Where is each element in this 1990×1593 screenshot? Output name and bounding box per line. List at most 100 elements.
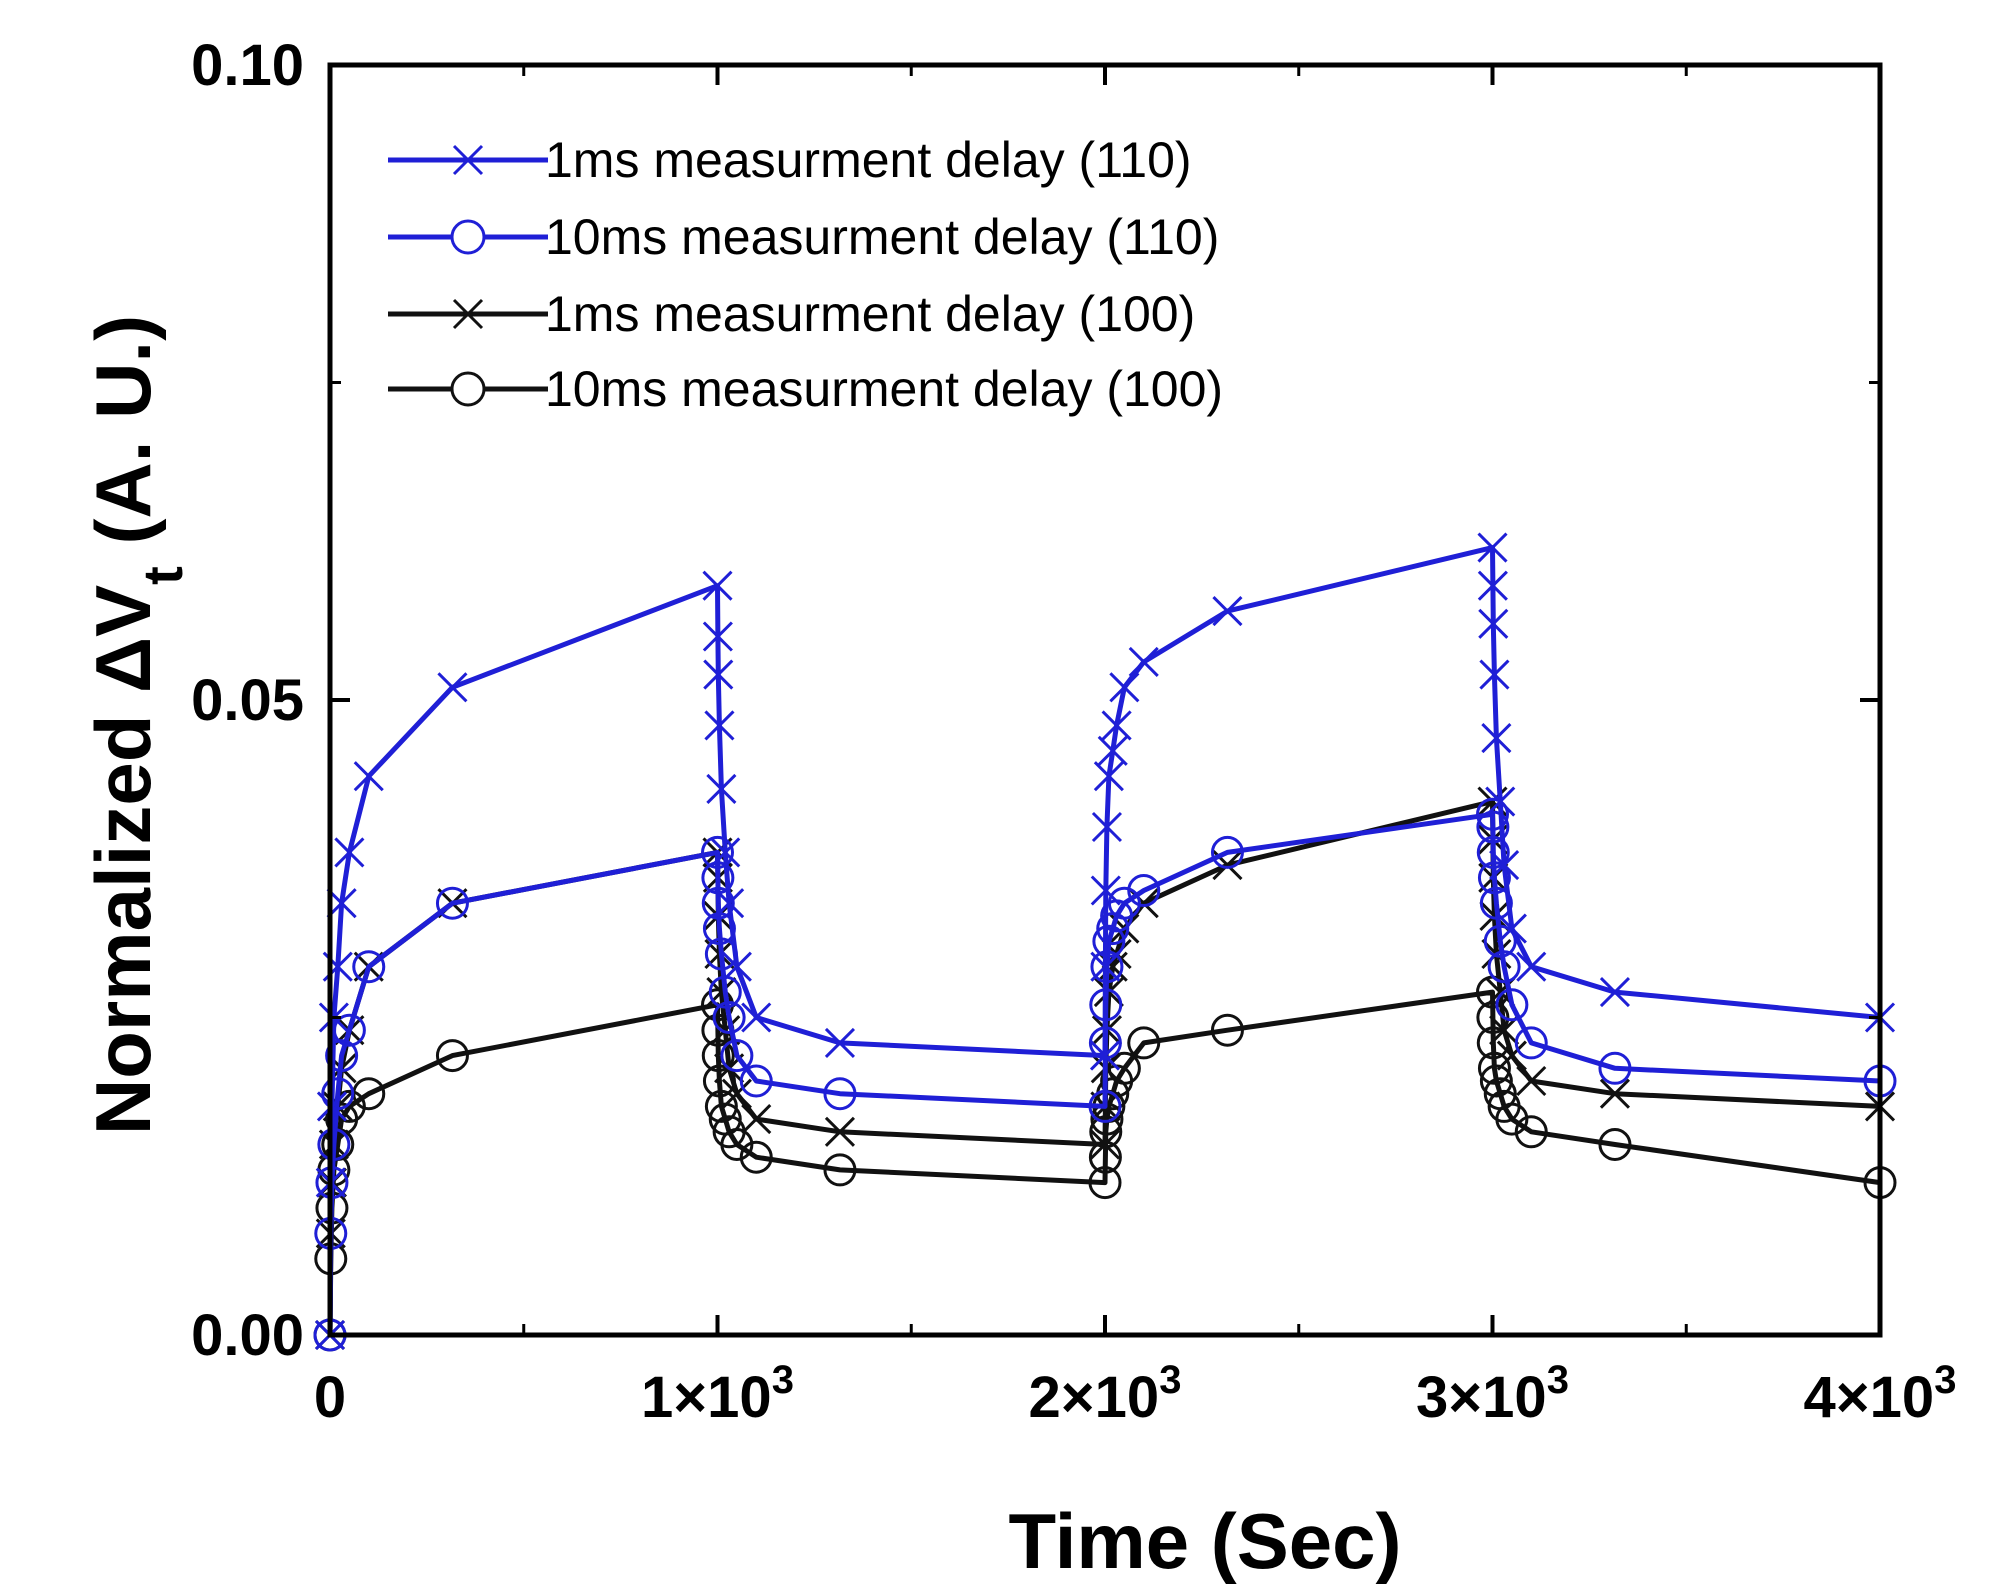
legend: 1ms measurment delay (110) 10ms measurmen… — [388, 132, 1223, 417]
x-tick-label-base: 4×10 — [1804, 1365, 1935, 1430]
data-point — [1212, 596, 1243, 627]
data-point — [710, 837, 741, 868]
data-point — [1127, 874, 1161, 907]
x-tick-label-base: 3×10 — [1416, 1365, 1547, 1430]
series-line — [327, 989, 1881, 1336]
data-point — [704, 1089, 738, 1123]
marker-stroke — [1481, 723, 1512, 754]
legend-label: 10ms measurment delay (100) — [545, 361, 1223, 417]
marker-stroke — [1101, 710, 1132, 741]
data-point — [321, 1077, 355, 1111]
x-tick-label: 3×103 — [1416, 1358, 1569, 1430]
marker-stroke — [1109, 672, 1140, 703]
data-point — [701, 886, 735, 920]
legend-label: 10ms measurment delay (110) — [545, 209, 1219, 265]
data-point — [1210, 835, 1244, 869]
data-point — [1476, 835, 1510, 869]
data-point — [1210, 1013, 1244, 1047]
x-tick-label: 2×103 — [1029, 1358, 1182, 1430]
data-point — [1089, 1040, 1121, 1071]
marker-stroke — [1097, 735, 1128, 766]
data-point — [1599, 977, 1631, 1008]
marker-stroke — [1477, 570, 1508, 601]
data-point — [1479, 1064, 1513, 1098]
marker-stroke — [1090, 951, 1121, 982]
data-point — [435, 886, 469, 920]
data-point — [1479, 886, 1513, 920]
data-point — [739, 1140, 773, 1174]
data-point — [1089, 1129, 1121, 1160]
marker-stroke — [824, 1027, 856, 1058]
data-point — [1598, 1128, 1632, 1161]
x-tick-label-exponent: 3 — [1934, 1358, 1956, 1402]
marker-stroke — [710, 837, 741, 868]
data-point — [1496, 1040, 1527, 1071]
data-point — [353, 761, 384, 792]
marker-stroke — [1485, 786, 1516, 817]
marker-stroke — [1516, 1065, 1547, 1097]
data-point — [741, 1002, 772, 1033]
marker-stroke — [714, 888, 745, 919]
data-point — [1090, 875, 1121, 906]
x-tick-label: 4×103 — [1804, 1358, 1957, 1430]
data-point — [435, 1039, 469, 1073]
data-point — [1516, 951, 1547, 982]
marker-stroke — [1089, 1129, 1121, 1160]
marker-stroke — [452, 144, 484, 176]
data-point — [703, 659, 734, 690]
data-point — [1479, 659, 1510, 690]
data-point — [720, 1128, 754, 1161]
data-point — [1091, 811, 1122, 843]
marker-stroke — [1212, 596, 1243, 627]
marker-stroke — [1089, 1040, 1121, 1071]
data-point — [1489, 850, 1520, 881]
marker-stroke — [1128, 646, 1159, 677]
data-point — [824, 1116, 856, 1147]
x-tick-label-exponent: 3 — [1547, 1358, 1569, 1402]
data-point — [1097, 735, 1128, 766]
marker-stroke — [721, 951, 752, 982]
data-point — [712, 1001, 746, 1034]
legend-marker — [452, 144, 484, 176]
x-tick-label-exponent: 3 — [772, 1358, 794, 1402]
legend-item: 10ms measurment delay (100) — [388, 361, 1223, 417]
y-axis-title-symbol: ΔV — [79, 585, 167, 693]
legend-marker — [450, 371, 486, 407]
legend-label: 1ms measurment delay (110) — [545, 132, 1192, 188]
data-point — [702, 570, 733, 601]
data-point — [437, 672, 468, 703]
series-1 — [313, 797, 1897, 1352]
data-point — [1092, 924, 1126, 958]
data-point — [334, 837, 365, 868]
marker-stroke — [1090, 875, 1121, 906]
marker-stroke — [824, 1116, 856, 1147]
legend-item: 1ms measurment delay (110) — [388, 132, 1192, 188]
marker-stroke — [1516, 951, 1547, 982]
data-point — [1476, 810, 1510, 844]
marker-stroke — [452, 298, 484, 330]
data-point — [1127, 1026, 1161, 1060]
data-point — [1483, 924, 1517, 958]
data-point — [701, 835, 734, 869]
marker-stroke — [1599, 1078, 1631, 1109]
data-point — [701, 1039, 735, 1073]
marker-stroke — [1479, 659, 1510, 690]
marker-stroke — [706, 773, 737, 804]
data-point — [1093, 977, 1124, 1008]
marker-stroke — [1479, 900, 1510, 931]
data-point — [1516, 1065, 1547, 1097]
data-point — [1477, 1051, 1511, 1085]
data-point — [1477, 532, 1508, 563]
x-tick-label-base: 1×10 — [641, 1365, 772, 1430]
data-point — [1478, 608, 1509, 639]
x-tick-label-base: 2×10 — [1029, 1365, 1160, 1430]
data-point — [823, 1153, 857, 1187]
marker-stroke — [702, 621, 733, 652]
data-point — [739, 1064, 773, 1098]
y-axis-title-prefix: Normalized — [79, 693, 167, 1135]
data-point — [1514, 1026, 1548, 1060]
series-0 — [314, 532, 1896, 1351]
data-point — [1496, 913, 1527, 944]
